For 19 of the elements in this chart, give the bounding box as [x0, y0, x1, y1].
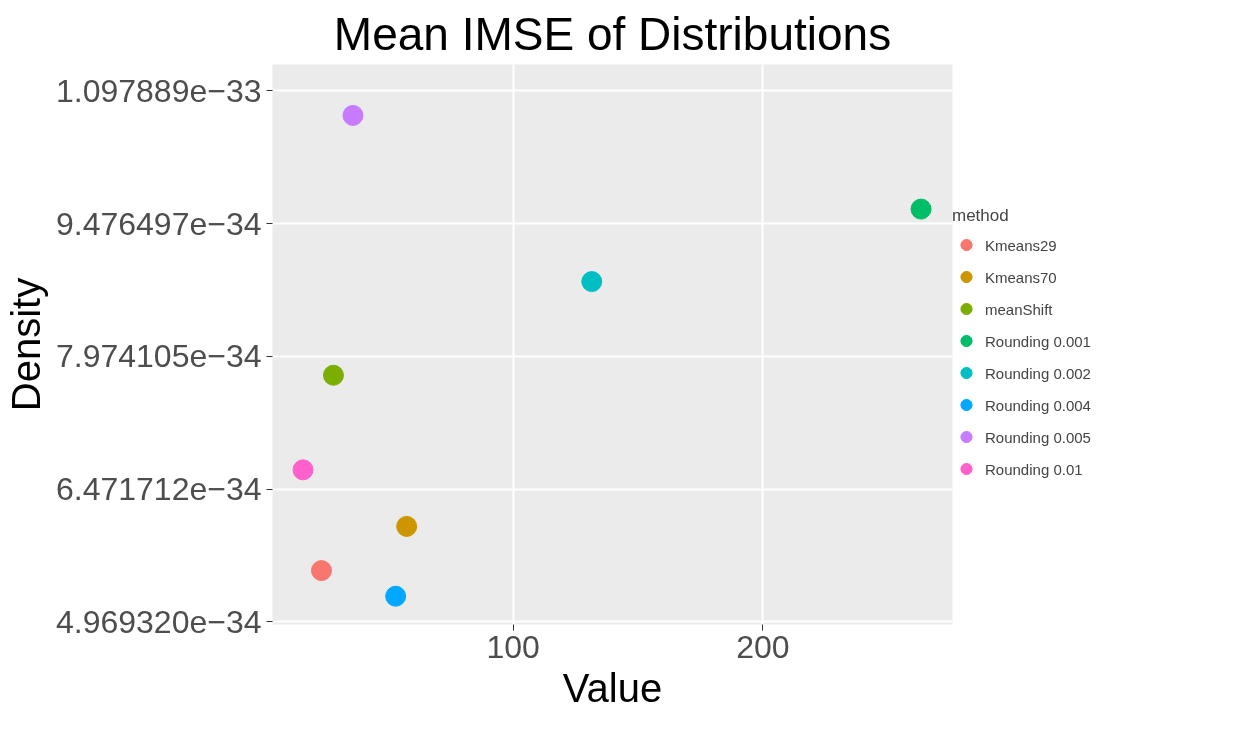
legend-label: Kmeans70: [985, 267, 1057, 287]
x-tick-label: 100: [486, 628, 540, 665]
y-tick-label: 1.097889e−33: [55, 72, 262, 109]
legend-label: Rounding 0.01: [985, 459, 1083, 480]
y-tick-label: 6.471712e−34: [55, 471, 262, 508]
x-axis-title: Value: [562, 665, 663, 710]
chart-title: Mean IMSE of Distributions: [333, 7, 892, 60]
legend-label: Rounding 0.005: [985, 427, 1091, 448]
y-axis-title: Density: [3, 277, 48, 412]
legend-label: Rounding 0.001: [985, 331, 1091, 352]
legend-label: meanShift: [985, 299, 1053, 319]
y-tick-label: 4.969320e−34: [55, 603, 262, 640]
legend-label: Kmeans29: [985, 235, 1057, 255]
legend-label: Rounding 0.004: [985, 395, 1091, 416]
y-tick-label: 7.974105e−34: [55, 338, 262, 375]
legend-label: Rounding 0.002: [985, 363, 1091, 384]
legend-title: method: [952, 205, 1010, 226]
y-tick-label: 9.476497e−34: [55, 205, 262, 242]
x-tick-label: 200: [736, 628, 790, 665]
